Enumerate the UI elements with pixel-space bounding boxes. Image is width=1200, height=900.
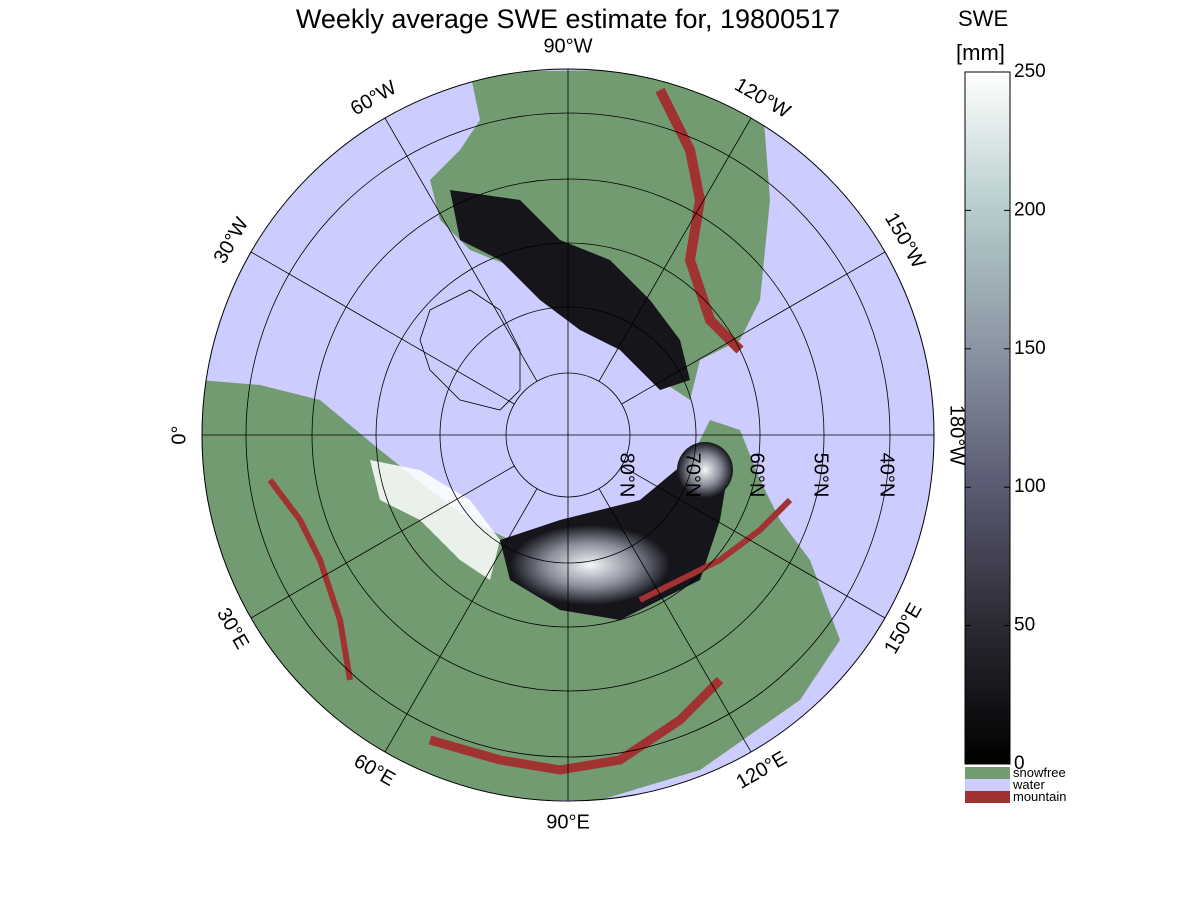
colorbar-label-swe: SWE [958, 6, 1009, 31]
meridian-line [250, 465, 515, 619]
colorbar: 0 50 100 150 200 250 [964, 61, 1046, 774]
longitude-label: 90°E [546, 811, 590, 833]
longitude-label: 90°W [543, 35, 592, 57]
legend-swatch [965, 791, 1010, 803]
legend-swatch [965, 767, 1010, 779]
mountain-east-siberia [638, 497, 793, 603]
legend-label: mountain [1013, 789, 1066, 804]
mountain-central-asia [428, 676, 724, 775]
meridian-line [250, 251, 515, 405]
mountain-rockies [655, 87, 744, 354]
greenland-landmass [419, 289, 521, 411]
snow-siberia-deep [510, 525, 670, 605]
longitude-label: 0° [168, 425, 190, 444]
colorbar-tick-label: 0 [1014, 753, 1025, 774]
legend-label: water [1012, 777, 1045, 792]
meridian-line [384, 488, 538, 753]
latitude-label: 50°N [810, 453, 832, 498]
meridian-line [598, 117, 752, 382]
latitude-label: 40°N [876, 453, 898, 498]
snow-north-america [450, 190, 690, 390]
meridian-lines [202, 69, 934, 801]
colorbar-tick-label: 150 [1014, 338, 1046, 359]
snow-east-siberia [677, 442, 733, 498]
legend-swatch [965, 779, 1010, 791]
colorbar-label-unit: [mm] [956, 40, 1005, 65]
longitude-label: 180°W [946, 405, 968, 465]
meridian-line [621, 465, 886, 619]
legend-label: snowfree [1013, 765, 1066, 780]
snow-scandinavia-white [370, 460, 500, 580]
colorbar-tick-label: 50 [1014, 615, 1035, 636]
meridian-line [384, 117, 538, 382]
meridian-line [621, 251, 886, 405]
map-boundary [201, 68, 935, 802]
mountain-scandinavia [267, 478, 353, 681]
meridian-line [598, 488, 752, 753]
latitude-label: 60°N [746, 453, 768, 498]
colorbar-ticks: 0 50 100 150 200 250 [965, 61, 1046, 774]
colorbar-gradient [964, 71, 1011, 765]
latitude-label: 80°N [616, 453, 638, 498]
map-title: Weekly average SWE estimate for, 1980051… [295, 4, 841, 34]
colorbar-tick-label: 250 [1014, 61, 1046, 82]
latitude-label: 70°N [682, 453, 704, 498]
colorbar-tick-label: 100 [1014, 476, 1046, 497]
latitude-labels: 80°N 70°N 60°N 50°N 40°N [616, 453, 898, 498]
colorbar-tick-label: 200 [1014, 199, 1046, 220]
graticule [202, 69, 934, 801]
